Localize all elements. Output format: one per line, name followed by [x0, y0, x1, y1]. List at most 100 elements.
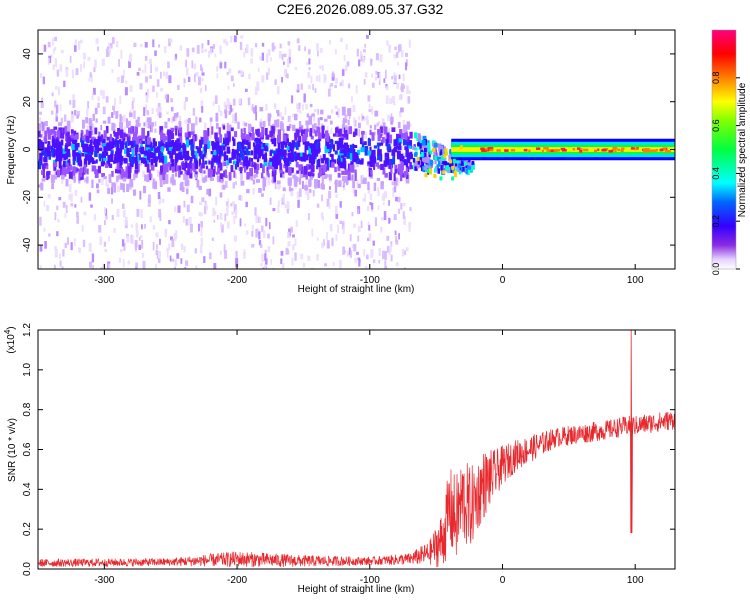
spectrogram-band-cell	[309, 189, 312, 193]
spectrogram-noise-cell	[103, 241, 107, 247]
spectrogram-band-cell	[377, 155, 381, 161]
spectrogram-noise-cell	[368, 108, 372, 113]
spectrogram-noise-cell	[230, 203, 233, 207]
spectrogram-noise-cell	[177, 205, 181, 213]
spectrogram-band-cell	[46, 171, 49, 181]
spectrogram-band-cell	[405, 168, 408, 176]
spectrogram-band-cell	[237, 143, 242, 151]
spectrogram-noise-cell	[64, 213, 67, 218]
spectrogram-band-cell	[373, 145, 378, 149]
spectrogram-band-cell	[228, 110, 231, 115]
spectrogram-noise-cell	[186, 204, 190, 213]
spectrogram-band-cell	[106, 136, 110, 141]
spectrogram-band-cell	[50, 129, 55, 134]
spectrogram-noise-cell	[334, 105, 338, 109]
spectrogram-noise-cell	[395, 196, 398, 202]
spectrogram-noise-cell	[311, 228, 314, 237]
spectrogram-band-cell	[271, 174, 275, 183]
spectrogram-noise-cell	[323, 74, 327, 83]
spectrogram-noise-cell	[402, 211, 405, 219]
spectrogram-transition-cell	[426, 142, 431, 148]
spectrogram-band-cell	[211, 142, 216, 150]
spectrogram-band-cell	[78, 177, 81, 184]
spectrogram-noise-cell	[229, 35, 233, 43]
spectrogram-band-cell	[380, 163, 384, 170]
spectrogram-band-cell	[367, 150, 371, 156]
spectrogram-band-cell	[119, 114, 122, 123]
spectrogram-band-cell	[369, 153, 374, 160]
spectrogram-band-cell	[375, 162, 380, 167]
spectrogram-transition-peak	[429, 150, 433, 155]
spectrogram-noise-cell	[387, 127, 390, 132]
spectrogram-band-cell	[266, 166, 269, 173]
spectrogram-band-cell	[207, 140, 211, 149]
spectrogram-band-cell	[298, 156, 303, 161]
spectrogram-band-cell	[346, 151, 350, 159]
snr-y-tick-label: 0.2	[22, 522, 33, 536]
spectrogram-band-cell	[194, 150, 198, 159]
spectrogram-band-cell	[145, 160, 149, 165]
spectrogram-band-cell	[109, 163, 113, 169]
spectrogram-band-cell	[377, 128, 381, 135]
spectrogram-noise-cell	[141, 253, 145, 258]
spectrogram-noise-cell	[194, 248, 197, 254]
spectrogram-noise-cell	[80, 196, 83, 203]
spectrogram-noise-cell	[232, 145, 235, 152]
spectrogram-band-cell	[44, 130, 48, 137]
spectrogram-noise-cell	[382, 192, 386, 201]
spectrogram-noise-cell	[168, 75, 172, 84]
spectrogram-band-cell	[145, 139, 148, 146]
spectrogram-noise-cell	[265, 53, 269, 63]
spectrogram-band-cell	[347, 108, 352, 117]
spectrogram-band-cell	[248, 124, 251, 130]
spectrogram-band-cell	[397, 137, 400, 142]
spectrogram-band-cell	[293, 113, 298, 121]
spectrogram-band-cell	[123, 171, 127, 178]
spectrogram-noise-cell	[108, 236, 110, 242]
spectrogram-noise-cell	[367, 237, 370, 241]
spectrogram-band-cell	[228, 157, 232, 164]
spectrogram-noise-cell	[86, 125, 90, 132]
spectrogram-band-cell	[299, 173, 304, 179]
spectrogram-noise-cell	[339, 201, 342, 208]
spectrogram-band-cell	[114, 154, 117, 161]
spectrogram-noise-cell	[326, 125, 329, 132]
spectrogram-noise-cell	[154, 179, 157, 183]
spectrogram-band-cell	[190, 131, 195, 136]
spectrogram-band-cell	[102, 120, 107, 124]
spectrogram-band-cell	[77, 153, 81, 157]
spectrogram-noise-cell	[272, 208, 276, 212]
spectrogram-band-cell	[221, 152, 224, 157]
spectrogram-band-cell	[80, 129, 84, 135]
spectrogram-noise-cell	[264, 253, 267, 261]
spectrogram-signal-peak	[659, 148, 664, 152]
spectrogram-noise-cell	[92, 265, 94, 269]
colorbar-tick-label: 0.4	[711, 167, 721, 180]
spectrogram-noise-cell	[82, 239, 86, 247]
spectrogram-band-cell	[296, 129, 300, 137]
spectrogram-noise-cell	[188, 216, 192, 225]
spectrogram-band-cell	[393, 172, 396, 182]
spectrogram-band-cell	[107, 116, 111, 124]
spectrogram-signal-peak	[535, 147, 541, 150]
spectrogram-band-cell	[128, 141, 132, 146]
spectrogram-band-cell	[253, 162, 257, 170]
spectrogram-band-cell	[363, 141, 367, 146]
spectrogram-band-cell	[129, 178, 134, 188]
spectrogram-band-cell	[255, 179, 260, 183]
spectrogram-noise-cell	[284, 204, 287, 209]
spectrogram-noise-cell	[349, 250, 352, 258]
spectrogram-band-cell	[286, 126, 290, 131]
spectrogram-band-cell	[369, 125, 372, 129]
spectrogram-signal-peak	[630, 147, 635, 150]
spectrogram-band-cell	[276, 109, 279, 114]
spectrogram-band-cell	[85, 146, 90, 153]
spectrogram-band-cell	[234, 131, 238, 138]
spectrogram-band-cell	[90, 157, 94, 162]
spectrogram-band-cell	[51, 139, 55, 147]
spectrogram-band-cell	[115, 111, 118, 119]
spectrogram-noise-cell	[145, 94, 149, 103]
spectrogram-transition-cell	[433, 143, 438, 148]
spectrogram-band-cell	[172, 179, 176, 186]
